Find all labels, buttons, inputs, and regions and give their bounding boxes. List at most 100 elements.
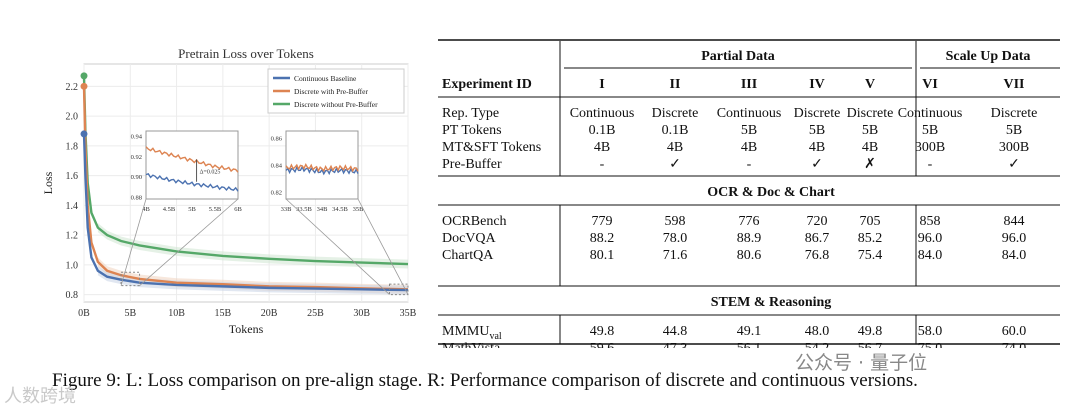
inset-connector <box>120 198 147 286</box>
y-tick-label: 1.2 <box>66 231 79 242</box>
inset-y-tick-label: 0.88 <box>131 194 142 201</box>
inset-y-tick-label: 0.84 <box>271 163 283 170</box>
figure-caption: Figure 9: L: Loss comparison on pre-alig… <box>52 370 918 391</box>
inset-connector <box>285 198 390 295</box>
legend-label: Discrete without Pre-Buffer <box>294 100 378 109</box>
experiment-id: IV <box>809 77 825 92</box>
setting-value: 0.1B <box>662 123 689 138</box>
inset-y-tick-label: 0.94 <box>131 134 143 141</box>
y-tick-label: 1.4 <box>66 201 79 212</box>
metric-value: 44.8 <box>663 324 688 339</box>
series-start-point <box>80 82 88 90</box>
experiment-id: V <box>865 77 875 92</box>
experiment-id: VII <box>1003 77 1024 92</box>
x-tick-label: 5B <box>124 308 136 319</box>
experiment-id-label: Experiment ID <box>442 77 532 92</box>
inset-y-tick-label: 0.86 <box>271 135 283 142</box>
setting-value: Discrete <box>794 106 841 121</box>
setting-value: 4B <box>862 140 878 155</box>
setting-value: Discrete <box>991 106 1038 121</box>
series-start-point <box>80 130 88 138</box>
y-tick-label: 1.0 <box>66 260 79 271</box>
x-tick-label: 35B <box>400 308 417 319</box>
x-tick-label: 0B <box>78 308 90 319</box>
inset-connector <box>357 198 409 295</box>
x-tick-label: 30B <box>353 308 370 319</box>
metric-value: 84.0 <box>1002 248 1027 263</box>
y-tick-label: 2.2 <box>66 82 79 93</box>
setting-value: 4B <box>594 140 610 155</box>
inset-x-tick-label: 5B <box>188 206 196 213</box>
section-title: STEM & Reasoning <box>711 295 832 310</box>
legend: Continuous Baseline Discrete with Pre-Buf… <box>267 68 405 114</box>
metric-label: OCRBench <box>442 214 507 229</box>
metric-value: 86.7 <box>805 231 830 246</box>
inset-y-tick-label: 0.82 <box>271 190 282 197</box>
setting-value: Discrete <box>847 106 894 121</box>
setting-value: 4B <box>667 140 683 155</box>
inset-x-tick-label: 34B <box>317 206 329 213</box>
inset-left: 4B 4.5B 5B 5.5B 6B 0.94 0.92 0.90 0.88 Δ=0.025 <box>131 130 242 213</box>
metric-value: 58.0 <box>918 324 943 339</box>
metric-value: 705 <box>860 214 881 229</box>
setting-value: Continuous <box>717 106 782 121</box>
setting-value: - <box>600 157 605 172</box>
zoom-region-left <box>120 271 141 287</box>
metric-value: 49.8 <box>858 324 883 339</box>
zoom-region-right <box>388 283 409 296</box>
inset-x-tick-label: 33B <box>281 206 293 213</box>
chart-title: Pretrain Loss over Tokens <box>178 46 314 61</box>
setting-value: ✓ <box>811 157 823 172</box>
inset-x-tick-label: 4.5B <box>163 206 176 213</box>
setting-value: - <box>747 157 752 172</box>
metric-value: 85.2 <box>858 231 883 246</box>
x-axis-label: Tokens <box>229 322 264 336</box>
setting-label: PT Tokens <box>442 123 502 138</box>
x-tick-label: 10B <box>168 308 185 319</box>
experiment-id: III <box>741 77 757 92</box>
setting-value: 4B <box>809 140 825 155</box>
setting-value: 5B <box>741 123 757 138</box>
setting-value: 5B <box>862 123 878 138</box>
experiment-id: VI <box>922 77 938 92</box>
metric-value: 779 <box>592 214 613 229</box>
setting-value: ✓ <box>669 157 681 172</box>
setting-value: 4B <box>741 140 757 155</box>
series-line <box>82 75 409 266</box>
y-tick-label: 1.8 <box>66 141 79 152</box>
loss-chart: Pretrain Loss over Tokens Tokens Loss 0B 5B 1… <box>41 46 417 336</box>
experiment-id: I <box>599 77 604 92</box>
metric-value: 96.0 <box>1002 231 1027 246</box>
metric-value: 844 <box>1004 214 1025 229</box>
inset-frame <box>285 130 359 200</box>
metric-value: 60.0 <box>1002 324 1027 339</box>
metric-value: 80.6 <box>737 248 762 263</box>
metric-value: 598 <box>665 214 686 229</box>
inset-x-tick-label: 6B <box>234 206 242 213</box>
watermark-left: 人数跨境 <box>4 386 76 407</box>
experiment-id: II <box>670 77 681 92</box>
setting-value: ✗ <box>864 157 876 172</box>
x-tick-label: 15B <box>215 308 232 319</box>
inset-connector <box>139 198 239 286</box>
metric-value: 88.2 <box>590 231 615 246</box>
setting-value: 5B <box>922 123 938 138</box>
setting-label: MT&SFT Tokens <box>442 140 541 155</box>
series-noise-band <box>97 223 408 269</box>
section-title: OCR & Doc & Chart <box>707 185 835 200</box>
inset-x-tick-label: 5.5B <box>209 206 222 213</box>
setting-value: Continuous <box>898 106 963 121</box>
metric-label: ChartQA <box>442 248 494 263</box>
metric-value: 776 <box>739 214 760 229</box>
y-tick-label: 2.0 <box>66 112 79 123</box>
inset-series-line <box>145 173 239 192</box>
metric-value: 78.0 <box>663 231 688 246</box>
x-tick-label: 25B <box>307 308 324 319</box>
watermark-right: 公众号 · 量子位 <box>795 352 928 374</box>
metric-value: 71.6 <box>663 248 688 263</box>
inset-right: 33B 33.5B 34B 34.5B 35B 0.86 0.84 0.82 <box>271 130 364 213</box>
setting-value: 300B <box>915 140 945 155</box>
legend-label: Continuous Baseline <box>294 74 357 83</box>
metric-value: 75.4 <box>858 248 883 263</box>
